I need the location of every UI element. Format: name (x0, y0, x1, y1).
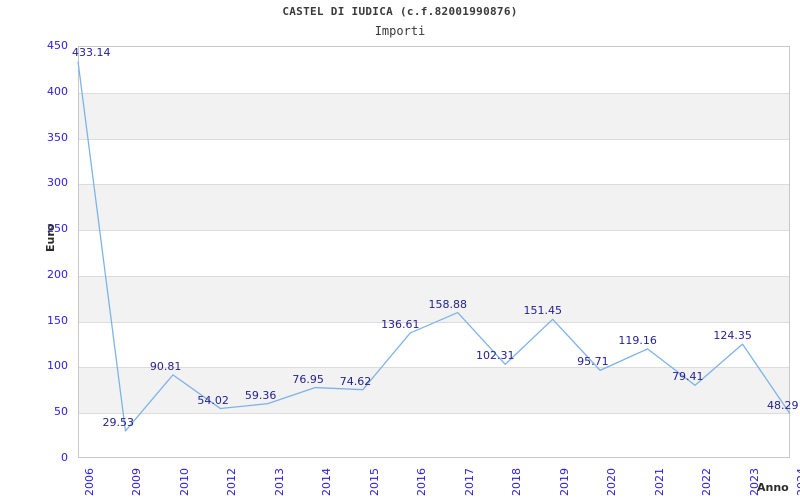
point-label: 76.95 (292, 372, 324, 386)
point-label: 124.35 (713, 329, 752, 343)
x-tick-label: 2022 (700, 468, 714, 496)
point-label: 29.53 (102, 415, 134, 429)
x-tick-label: 2013 (272, 468, 286, 496)
point-label: 48.29 (767, 398, 799, 412)
chart-subtitle: Importi (374, 24, 426, 38)
x-tick-label: 2015 (367, 468, 381, 496)
y-tick-label: 200 (47, 267, 68, 281)
x-tick-label: 2021 (652, 468, 666, 496)
y-tick-label: 250 (47, 222, 68, 236)
x-axis-label: Anno (757, 481, 789, 494)
x-tick-label: 2024 (795, 468, 800, 496)
x-tick-label: 2016 (415, 468, 429, 496)
x-tick-label: 2006 (83, 468, 96, 496)
y-tick-label: 450 (47, 39, 68, 52)
point-label: 95.71 (577, 355, 609, 369)
x-tick-label: 2018 (510, 468, 524, 496)
y-tick-label: 100 (47, 359, 68, 373)
point-label: 74.62 (339, 374, 372, 388)
x-tick-label: 2012 (225, 468, 239, 496)
point-label: 158.88 (428, 297, 468, 311)
x-tick-label: 2014 (320, 468, 334, 496)
y-tick-label: 150 (47, 313, 68, 327)
point-label: 136.61 (381, 317, 420, 331)
y-tick-label: 0 (61, 451, 68, 464)
point-label: 54.02 (197, 393, 229, 407)
point-label: 59.36 (244, 388, 277, 402)
y-tick-label: 350 (47, 130, 68, 144)
y-tick-label: 50 (54, 405, 68, 419)
x-tick-label: 2020 (605, 468, 619, 496)
x-tick-label: 2019 (557, 468, 571, 496)
y-tick-label: 400 (47, 84, 68, 98)
point-label: 151.45 (523, 304, 562, 318)
chart-title: CASTEL DI IUDICA (c.f.82001990876) (282, 5, 518, 18)
x-tick-label: 2010 (177, 468, 191, 496)
x-tick-label: 2017 (462, 468, 476, 496)
point-label: 79.41 (672, 370, 704, 384)
x-tick-label: 2009 (130, 468, 144, 496)
point-label: 119.16 (618, 333, 657, 347)
point-label: 90.81 (149, 359, 182, 373)
point-label: 433.14 (72, 46, 111, 60)
y-tick-label: 300 (47, 176, 68, 190)
y-axis-label: Euro (44, 223, 57, 252)
point-label: 102.31 (476, 349, 515, 363)
